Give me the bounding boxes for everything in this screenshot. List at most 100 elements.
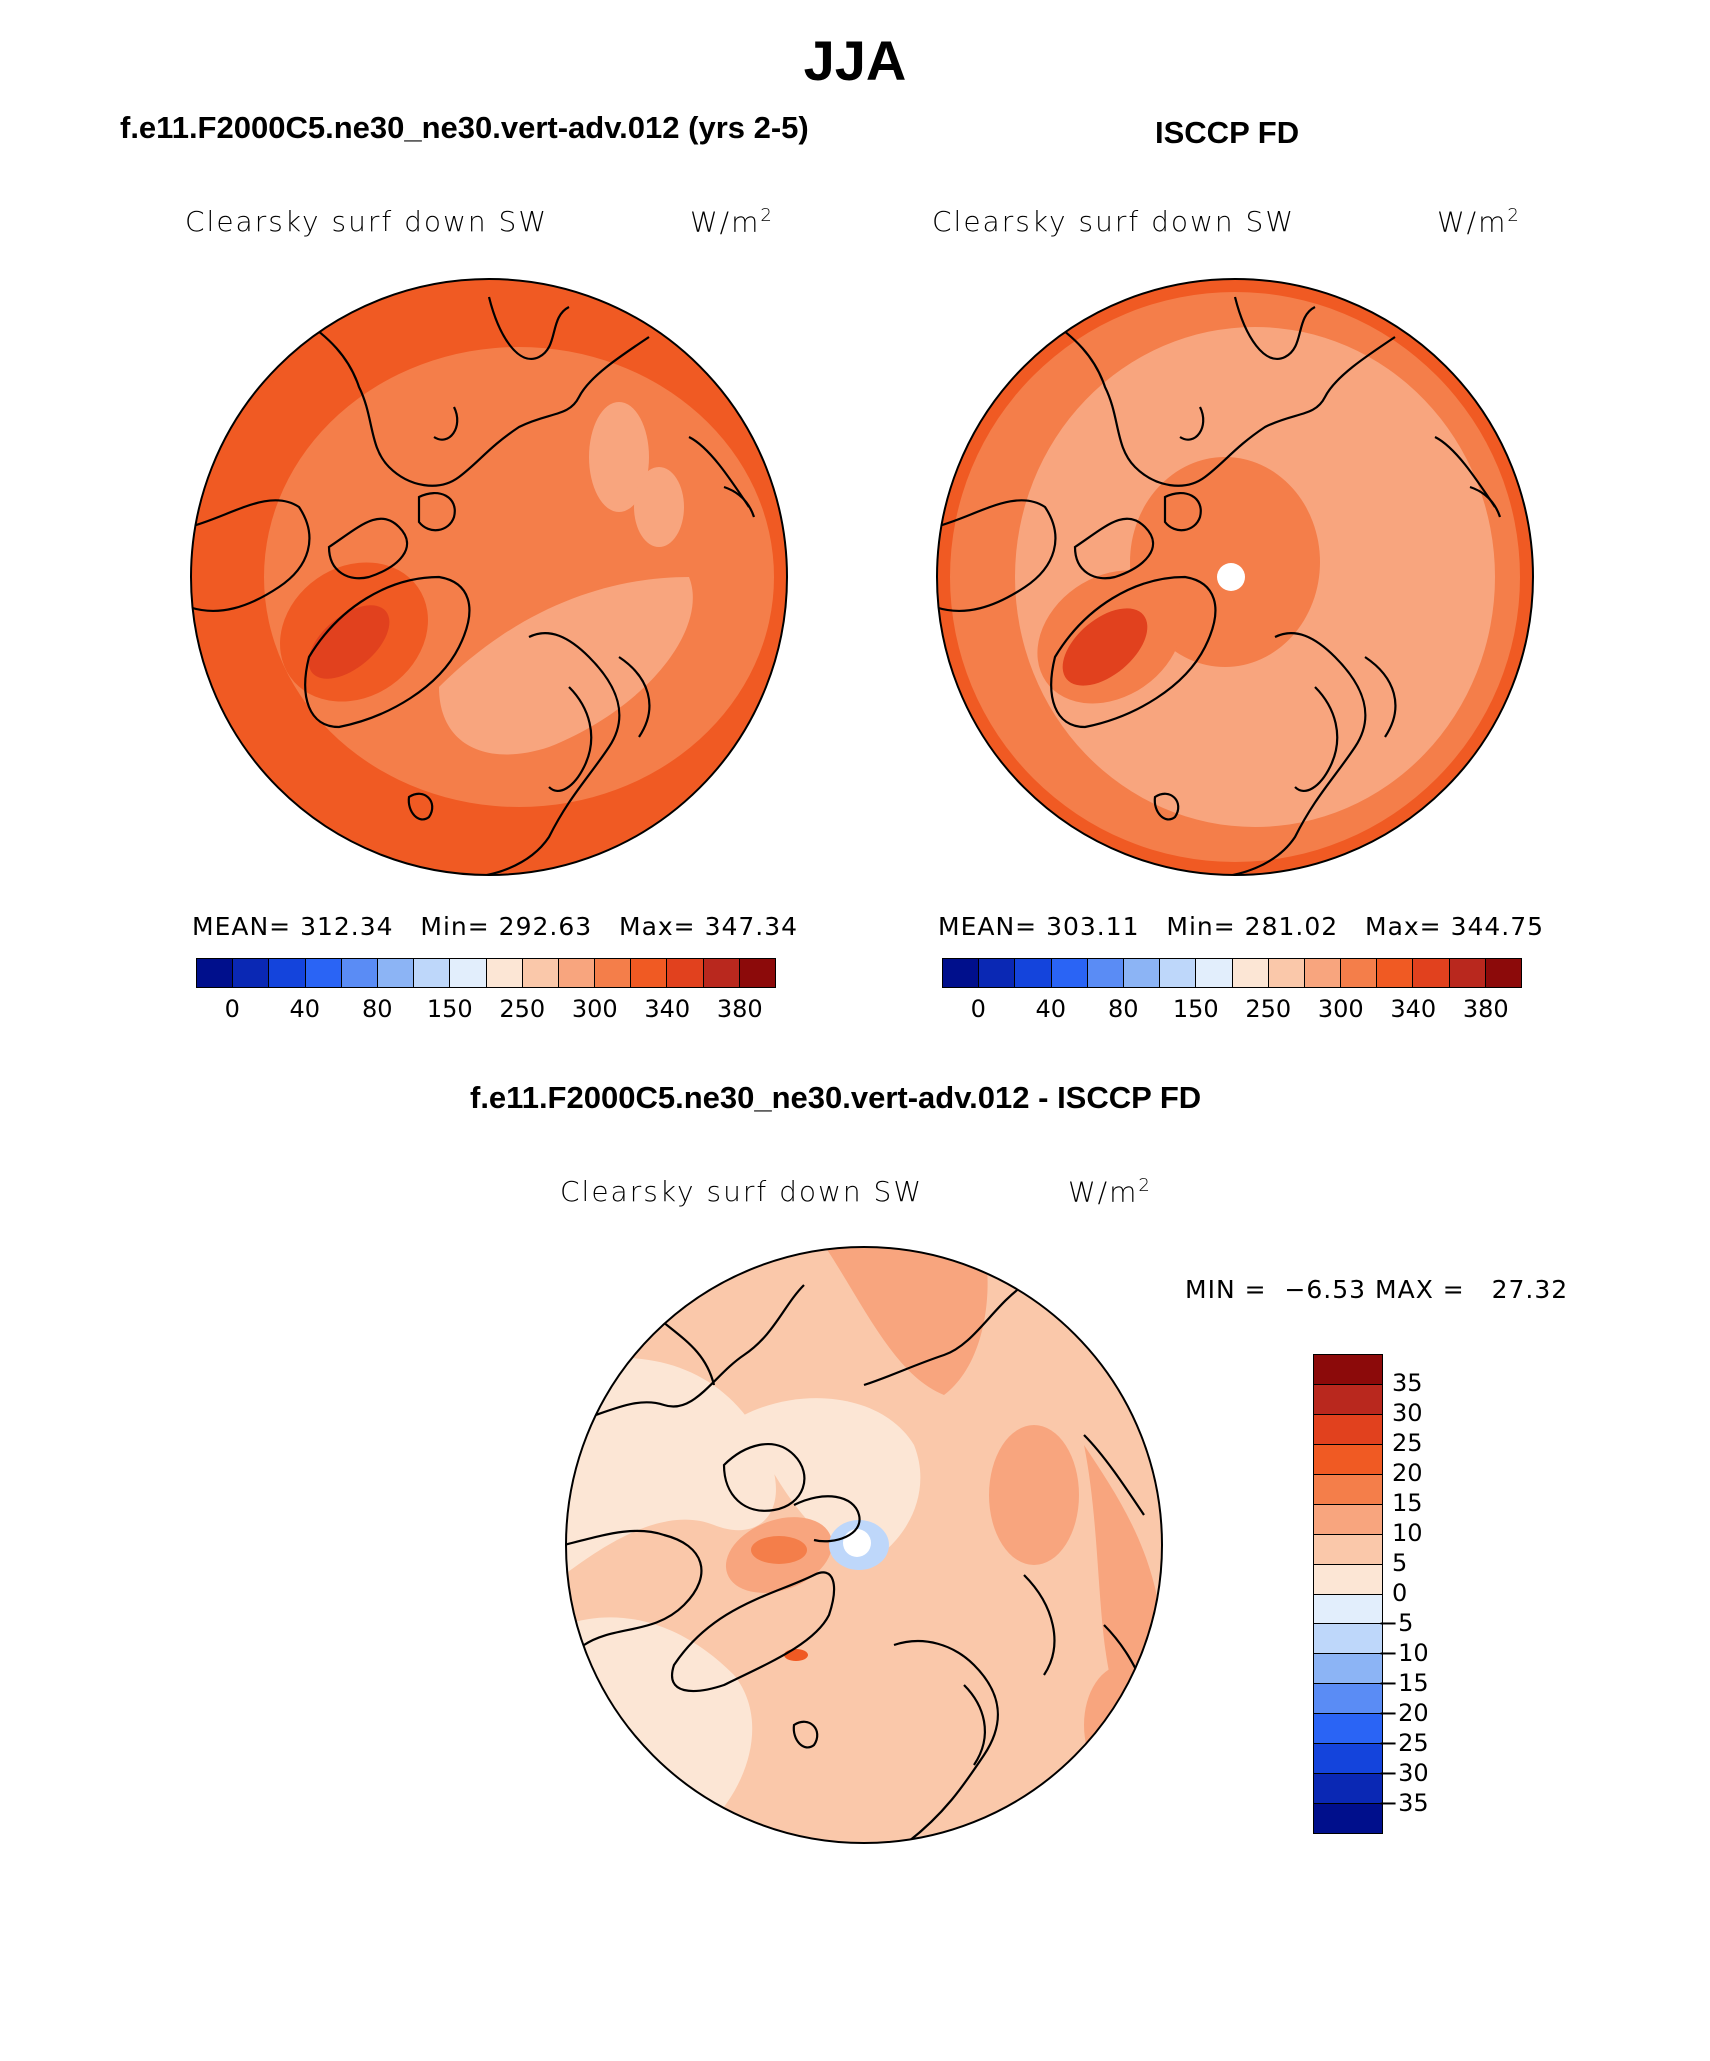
map-fill-zone xyxy=(1084,1665,1162,1785)
greenland-core xyxy=(308,605,390,679)
diff-polar-map xyxy=(565,1246,1163,1844)
coastlines xyxy=(566,1284,1145,1843)
colorbar-swatch xyxy=(1449,959,1486,987)
left-polar-map xyxy=(190,278,788,876)
colorbar-tick-label: 380 xyxy=(1462,995,1509,1023)
colorbar-tick-label: 0 xyxy=(224,995,240,1023)
diff-min-value: −6.53 xyxy=(1284,1275,1367,1304)
left-units-label: W/m2 xyxy=(690,205,774,239)
colorbar-swatch xyxy=(1314,1744,1382,1775)
colorbar-swatch xyxy=(269,959,306,987)
map-fill-zone xyxy=(634,467,684,547)
colorbar-tick-label: −10 xyxy=(1378,1639,1429,1667)
colorbar-swatch xyxy=(667,959,704,987)
colorbar-tick-label: 40 xyxy=(289,995,321,1023)
colorbar-tick-label: −20 xyxy=(1378,1699,1429,1727)
left-colorbar xyxy=(196,958,776,988)
colorbar-swatch xyxy=(197,959,234,987)
right-min-value: 281.02 xyxy=(1244,912,1339,941)
colorbar-swatch xyxy=(1268,959,1305,987)
colorbar-tick-label: 340 xyxy=(644,995,691,1023)
figure-title: JJA xyxy=(803,29,907,92)
colorbar-swatch xyxy=(1314,1624,1382,1655)
colorbar-tick-label: 340 xyxy=(1390,995,1437,1023)
colorbar-tick-label: 40 xyxy=(1035,995,1067,1023)
colorbar-swatch xyxy=(943,959,980,987)
colorbar-swatch xyxy=(1314,1714,1382,1745)
colorbar-tick-label: 300 xyxy=(1317,995,1364,1023)
colorbar-swatch xyxy=(1314,1684,1382,1715)
colorbar-swatch xyxy=(1314,1504,1382,1535)
colorbar-swatch xyxy=(595,959,632,987)
left-mean-value: 312.34 xyxy=(300,912,394,941)
colorbar-swatch xyxy=(1485,959,1521,987)
left-variable-label: Clearsky surf down SW xyxy=(185,205,549,238)
map-fill-zone xyxy=(566,1357,776,1575)
colorbar-swatch xyxy=(631,959,668,987)
right-stats: MEAN= 303.11 Min= 281.02 Max= 344.75 xyxy=(938,912,1545,941)
colorbar-tick-label: 20 xyxy=(1392,1459,1423,1487)
diff-colorbar-ticks: 35 30 25 20 15 10 5 0 −5 −10 −15 −20 −25 −30 −35 xyxy=(1378,1354,1512,1834)
colorbar-swatch xyxy=(1232,959,1269,987)
colorbar-tick-label: 0 xyxy=(1392,1579,1408,1607)
colorbar-tick-label: 150 xyxy=(426,995,473,1023)
colorbar-swatch xyxy=(414,959,451,987)
map-fill-zone xyxy=(439,577,693,755)
left-colorbar-ticks: 0 40 80 150 250 300 340 380 xyxy=(196,995,776,1025)
left-min-value: 292.63 xyxy=(498,912,593,941)
colorbar-swatch xyxy=(1051,959,1088,987)
colorbar-swatch xyxy=(522,959,559,987)
colorbar-swatch xyxy=(1314,1654,1382,1685)
colorbar-swatch xyxy=(1314,1474,1382,1505)
map-fill-zone xyxy=(744,1398,921,1565)
left-stats: MEAN= 312.34 Min= 292.63 Max= 347.34 xyxy=(192,912,799,941)
colorbar-swatch xyxy=(1314,1384,1382,1415)
diff-max-value: 27.32 xyxy=(1491,1275,1569,1304)
colorbar-tick-label: −30 xyxy=(1378,1759,1429,1787)
greenland-core xyxy=(1062,608,1148,686)
right-max-value: 344.75 xyxy=(1450,912,1545,941)
colorbar-tick-label: 5 xyxy=(1392,1549,1408,1577)
colorbar-tick-label: 10 xyxy=(1392,1519,1423,1547)
diff-colorbar xyxy=(1313,1354,1383,1834)
colorbar-tick-label: 0 xyxy=(970,995,986,1023)
colorbar-tick-label: 25 xyxy=(1392,1429,1423,1457)
colorbar-swatch xyxy=(1377,959,1414,987)
diff-case-title: f.e11.F2000C5.ne30_ne30.vert-adv.012 - I… xyxy=(470,1080,1202,1115)
coastlines xyxy=(937,296,1502,875)
pole-hole xyxy=(1217,563,1245,591)
colorbar-swatch xyxy=(450,959,487,987)
right-variable-label: Clearsky surf down SW xyxy=(932,205,1296,238)
colorbar-swatch xyxy=(1304,959,1342,987)
colorbar-tick-label: 300 xyxy=(571,995,618,1023)
colorbar-swatch xyxy=(233,959,270,987)
colorbar-tick-label: 15 xyxy=(1392,1489,1423,1517)
right-polar-map xyxy=(936,278,1534,876)
colorbar-swatch xyxy=(1314,1804,1382,1833)
colorbar-tick-label: 80 xyxy=(361,995,393,1023)
colorbar-tick-label: −5 xyxy=(1378,1609,1414,1637)
colorbar-swatch xyxy=(341,959,378,987)
right-mean-value: 303.11 xyxy=(1046,912,1140,941)
colorbar-swatch xyxy=(377,959,415,987)
colorbar-swatch xyxy=(305,959,342,987)
colorbar-tick-label: 150 xyxy=(1172,995,1219,1023)
colorbar-swatch xyxy=(486,959,523,987)
map-fill-zone xyxy=(824,1247,988,1395)
colorbar-tick-label: −15 xyxy=(1378,1669,1429,1697)
map-fill-zone xyxy=(989,1425,1079,1565)
diff-variable-label: Clearsky surf down SW xyxy=(560,1175,924,1208)
colorbar-tick-label: −25 xyxy=(1378,1729,1429,1757)
left-case-title: f.e11.F2000C5.ne30_ne30.vert-adv.012 (yr… xyxy=(120,110,809,145)
colorbar-tick-label: −35 xyxy=(1378,1789,1429,1817)
colorbar-tick-label: 250 xyxy=(1245,995,1292,1023)
colorbar-swatch xyxy=(1314,1534,1382,1565)
map-fill-zone xyxy=(589,402,649,512)
colorbar-swatch xyxy=(1341,959,1378,987)
colorbar-tick-label: 80 xyxy=(1107,995,1139,1023)
diff-units-label: W/m2 xyxy=(1068,1175,1152,1209)
colorbar-swatch xyxy=(1314,1774,1382,1805)
colorbar-swatch xyxy=(1087,959,1124,987)
coastlines xyxy=(191,296,756,875)
colorbar-swatch xyxy=(703,959,740,987)
